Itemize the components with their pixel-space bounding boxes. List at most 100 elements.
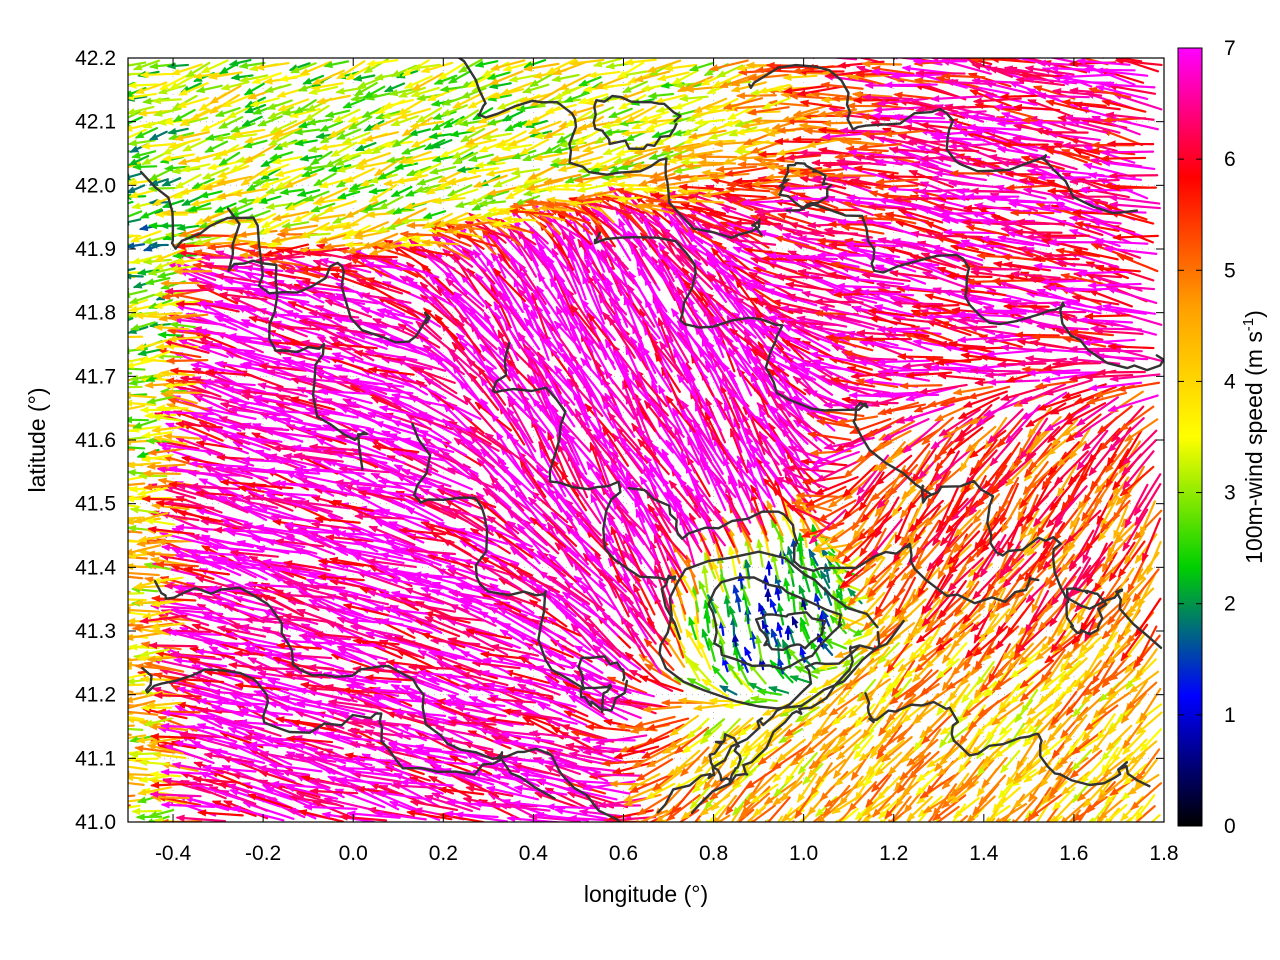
wind-vector xyxy=(243,144,276,164)
wind-vector xyxy=(153,672,196,686)
wind-vector xyxy=(749,819,754,822)
wind-vector xyxy=(743,729,769,754)
wind-vector xyxy=(128,391,157,400)
wind-vector xyxy=(203,406,257,420)
wind-vector xyxy=(348,719,399,727)
wind-vector xyxy=(959,759,986,792)
wind-vector xyxy=(134,745,176,754)
wind-vector xyxy=(1019,659,1055,689)
wind-vector xyxy=(1021,821,1025,822)
wind-vector xyxy=(403,198,438,210)
wind-vector xyxy=(128,734,147,740)
wind-vector xyxy=(505,686,554,698)
wind-vector xyxy=(488,727,540,737)
wind-vector xyxy=(128,590,131,594)
wind-vector xyxy=(1138,821,1142,822)
wind-vector xyxy=(781,771,806,802)
wind-vector xyxy=(399,779,454,787)
wind-vectors xyxy=(105,58,1163,822)
wind-vector xyxy=(175,814,227,822)
wind-vector xyxy=(597,796,649,809)
wind-vector xyxy=(128,643,160,651)
wind-vector xyxy=(554,807,608,820)
wind-vector xyxy=(878,681,900,706)
wind-vector xyxy=(162,777,214,787)
wind-vector xyxy=(149,790,202,799)
wind-vector xyxy=(247,793,293,810)
wind-vector xyxy=(146,743,184,755)
wind-vector xyxy=(672,749,701,774)
wind-vector xyxy=(423,758,479,766)
wind-vector xyxy=(160,801,216,809)
wind-vector xyxy=(284,752,337,763)
wind-vector xyxy=(447,637,495,652)
wind-vector xyxy=(1123,738,1148,764)
wind-vector xyxy=(794,706,820,723)
wind-vector xyxy=(1103,245,1158,255)
wind-vector xyxy=(589,770,642,779)
wind-vector xyxy=(686,677,711,691)
wind-vector xyxy=(437,786,485,796)
wind-vector xyxy=(412,746,468,755)
wind-vector xyxy=(190,687,243,705)
wind-vector xyxy=(1061,657,1088,682)
wind-vector xyxy=(1025,740,1047,773)
wind-vector xyxy=(712,725,740,750)
wind-vector xyxy=(999,385,1048,401)
wind-vector xyxy=(383,82,406,93)
wind-vector xyxy=(1069,749,1103,779)
wind-vector xyxy=(737,808,755,822)
wind-vector xyxy=(1026,691,1055,716)
wind-vector xyxy=(1036,821,1039,822)
wind-vector xyxy=(971,682,996,706)
wind-vector xyxy=(297,809,344,822)
wind-vector xyxy=(451,698,506,708)
wind-vector xyxy=(689,786,710,810)
wind-vector xyxy=(1000,749,1021,774)
wind-vector xyxy=(938,738,967,766)
wind-vector xyxy=(642,705,682,713)
wind-vector xyxy=(409,799,459,812)
wind-vector xyxy=(316,94,352,105)
wind-vector xyxy=(105,140,127,147)
wind-vector xyxy=(908,750,940,780)
wind-vector xyxy=(1081,338,1136,347)
wind-vector xyxy=(266,678,320,695)
wind-vector xyxy=(645,782,676,800)
wind-vector xyxy=(1058,660,1082,683)
wind-vector xyxy=(322,639,378,647)
wind-vector xyxy=(498,802,551,812)
wind-vector xyxy=(416,669,472,680)
wind-vector xyxy=(373,810,427,821)
wind-vector xyxy=(1008,722,1026,748)
wind-vector xyxy=(192,775,242,784)
wind-vector xyxy=(1064,714,1088,745)
wind-vector xyxy=(148,130,168,141)
wind-vector xyxy=(765,560,773,576)
wind-vector xyxy=(499,629,547,658)
wind-vector xyxy=(128,569,160,577)
wind-vector xyxy=(407,663,457,671)
wind-vector xyxy=(781,638,792,660)
wind-vector xyxy=(338,813,388,822)
wind-vector xyxy=(148,809,175,818)
wind-vector xyxy=(1060,798,1090,822)
wind-vector xyxy=(861,820,865,822)
wind-vector xyxy=(1107,342,1155,351)
wind-vector xyxy=(285,735,334,744)
wind-vector xyxy=(229,789,282,808)
wind-vector xyxy=(853,734,874,760)
wind-vector xyxy=(364,674,413,682)
wind-vector xyxy=(512,709,563,721)
wind-vector xyxy=(629,774,670,794)
wind-vector xyxy=(924,705,953,735)
wind-vector xyxy=(486,695,537,704)
wind-vector xyxy=(504,120,528,132)
wind-vector xyxy=(631,747,669,768)
wind-vector xyxy=(171,761,224,775)
wind-vector xyxy=(915,773,939,796)
wind-vector xyxy=(368,183,398,203)
wind-vector xyxy=(174,705,224,729)
wind-vector xyxy=(480,669,533,686)
wind-vector xyxy=(854,703,876,728)
